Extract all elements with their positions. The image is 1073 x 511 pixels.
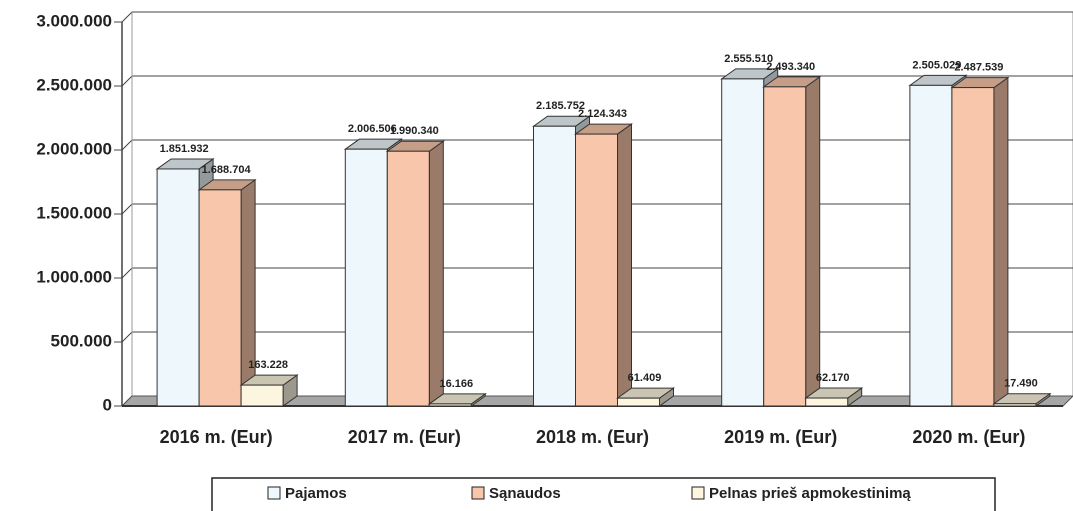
bar-side — [617, 123, 632, 407]
bar — [533, 125, 576, 407]
x-tick-label: 2016 m. (Eur) — [160, 427, 273, 447]
value-label: 2.555.510 — [724, 53, 773, 65]
value-label: 2.006.506 — [348, 123, 397, 135]
y-tick-label: 2.000.000 — [36, 139, 112, 158]
bar-side — [428, 140, 444, 407]
legend-swatch — [267, 486, 281, 500]
y-tick-label: 0 — [103, 395, 112, 414]
value-label: 2.124.343 — [578, 108, 627, 120]
legend: Pajamos Sąnaudos Pelnas prieš apmokestinim… — [211, 477, 996, 511]
legend-label: Pajamos — [285, 485, 347, 502]
y-tick-label: 1.500.000 — [36, 203, 112, 222]
legend-label: Sąnaudos — [489, 485, 561, 502]
bar — [721, 78, 765, 407]
bar — [386, 150, 430, 407]
value-label: 1.990.340 — [390, 125, 439, 137]
value-label: 62.170 — [816, 372, 850, 384]
bar-side — [240, 178, 256, 407]
bar — [240, 384, 284, 407]
bar — [575, 133, 618, 407]
bar — [156, 168, 200, 407]
value-label: 2.505.029 — [912, 59, 961, 71]
value-label: 2.487.539 — [954, 62, 1003, 74]
value-label: 16.166 — [439, 378, 473, 390]
legend-swatch — [471, 486, 485, 500]
x-tick-label: 2017 m. (Eur) — [348, 427, 461, 447]
value-label: 2.493.340 — [766, 61, 815, 73]
bar — [428, 403, 472, 407]
bar — [909, 84, 953, 407]
legend-swatch — [691, 486, 705, 500]
y-tick-label: 1.000.000 — [36, 267, 112, 286]
bar — [805, 397, 849, 407]
x-tick-label: 2018 m. (Eur) — [536, 427, 649, 447]
value-label: 1.688.704 — [202, 164, 252, 176]
x-tick-label: 2020 m. (Eur) — [912, 427, 1025, 447]
value-label: 61.409 — [628, 372, 662, 384]
value-label: 2.185.752 — [536, 100, 585, 112]
y-tick-label: 2.500.000 — [36, 75, 112, 94]
x-tick-label: 2019 m. (Eur) — [724, 427, 837, 447]
bar-side — [805, 75, 821, 407]
bar — [763, 86, 807, 407]
bar — [617, 397, 660, 407]
bar — [198, 189, 242, 407]
y-tick-label: 500.000 — [51, 331, 112, 350]
value-label: 17.490 — [1004, 378, 1038, 390]
value-label: 163.228 — [248, 359, 288, 371]
bar — [344, 148, 388, 407]
bar — [993, 403, 1037, 407]
legend-label: Pelnas prieš apmokestinimą — [709, 485, 911, 502]
bar — [951, 87, 995, 407]
value-label: 1.851.932 — [160, 143, 209, 155]
legend-box — [211, 477, 996, 511]
y-tick-label: 3.000.000 — [36, 11, 112, 30]
bar-side — [993, 76, 1009, 407]
